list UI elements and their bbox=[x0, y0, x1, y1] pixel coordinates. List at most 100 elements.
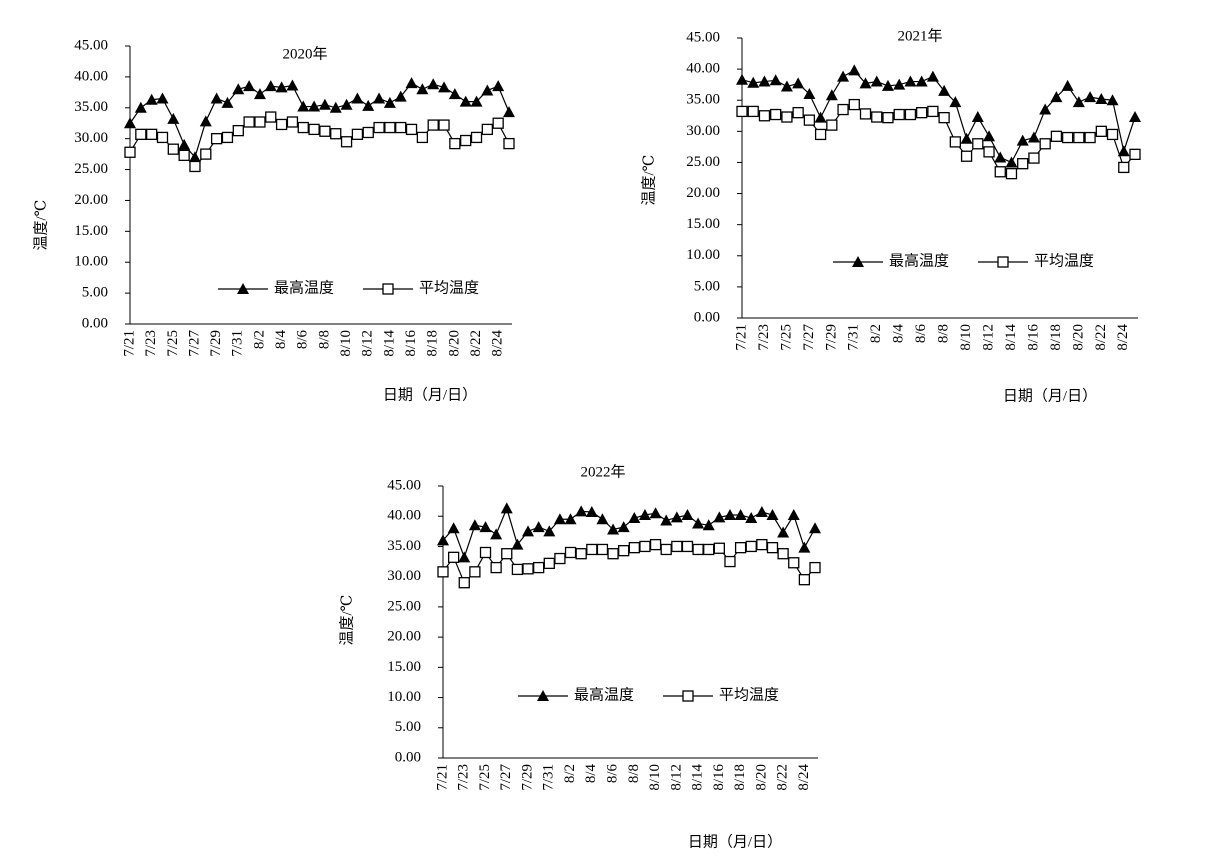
legend-label: 最高温度 bbox=[574, 686, 634, 703]
data-point bbox=[734, 542, 747, 554]
data-point bbox=[881, 79, 894, 91]
x-tick-label: 7/23 bbox=[456, 764, 472, 791]
x-axis-title: 日期（月/日） bbox=[383, 386, 477, 403]
y-axis-title: 温度/℃ bbox=[32, 200, 49, 251]
data-point bbox=[792, 107, 804, 119]
x-tick-label: 8/14 bbox=[1003, 324, 1019, 351]
y-tick-label: 0.00 bbox=[82, 315, 108, 331]
data-point bbox=[758, 110, 771, 122]
data-point bbox=[607, 523, 620, 535]
data-point bbox=[639, 540, 651, 553]
y-tick-label: 10.00 bbox=[387, 689, 421, 705]
x-tick-label: 8/16 bbox=[711, 764, 727, 791]
data-point bbox=[470, 95, 483, 107]
x-tick-label: 8/10 bbox=[338, 330, 354, 357]
y-tick-label: 20.00 bbox=[686, 185, 720, 201]
data-point bbox=[766, 509, 779, 521]
data-point bbox=[468, 519, 481, 531]
x-tick-label: 7/29 bbox=[519, 764, 535, 791]
x-tick-label: 7/27 bbox=[498, 764, 514, 791]
data-point bbox=[983, 146, 995, 158]
data-point bbox=[769, 74, 782, 86]
data-point bbox=[1016, 134, 1029, 146]
data-point bbox=[938, 84, 951, 96]
data-point bbox=[286, 116, 299, 128]
data-point bbox=[199, 115, 212, 127]
data-point bbox=[755, 505, 768, 517]
data-point bbox=[723, 509, 736, 521]
y-tick-label: 30.00 bbox=[74, 130, 108, 146]
data-point bbox=[859, 108, 872, 120]
data-point bbox=[1106, 128, 1119, 141]
data-point bbox=[575, 505, 588, 517]
data-point bbox=[459, 95, 472, 107]
x-tick-label: 7/29 bbox=[823, 324, 839, 351]
y-axis-title: 温度/℃ bbox=[338, 595, 355, 646]
legend-marker bbox=[237, 283, 249, 294]
data-point bbox=[904, 108, 917, 121]
x-tick-label: 8/18 bbox=[1048, 324, 1064, 351]
data-point bbox=[1017, 158, 1029, 170]
data-point bbox=[1027, 131, 1040, 143]
x-tick-label: 8/6 bbox=[604, 764, 620, 784]
data-point bbox=[438, 119, 450, 131]
data-point bbox=[837, 103, 849, 116]
x-tick-label: 8/20 bbox=[446, 330, 462, 357]
x-tick-label: 8/10 bbox=[958, 324, 974, 351]
data-point bbox=[638, 509, 651, 521]
data-point bbox=[1084, 131, 1096, 144]
data-point bbox=[747, 76, 760, 88]
data-point bbox=[1118, 161, 1130, 174]
x-tick-label: 7/21 bbox=[121, 330, 137, 357]
data-point bbox=[724, 555, 736, 568]
data-point bbox=[156, 92, 169, 104]
data-point bbox=[713, 511, 726, 523]
data-point bbox=[543, 557, 555, 570]
data-point bbox=[607, 548, 619, 560]
legend-label: 最高温度 bbox=[274, 279, 334, 296]
data-point bbox=[681, 540, 694, 553]
data-point bbox=[660, 514, 673, 526]
legend-label: 平均温度 bbox=[1034, 252, 1094, 269]
data-point bbox=[780, 80, 793, 92]
data-point bbox=[798, 574, 811, 586]
data-point bbox=[994, 166, 1006, 178]
data-point bbox=[649, 507, 662, 519]
data-point bbox=[915, 75, 928, 87]
data-point bbox=[660, 543, 672, 556]
data-point bbox=[671, 540, 683, 553]
data-point bbox=[500, 502, 513, 514]
y-tick-label: 20.00 bbox=[387, 629, 421, 645]
data-point bbox=[1072, 96, 1085, 108]
data-point bbox=[318, 98, 331, 110]
data-point bbox=[848, 64, 861, 76]
data-point bbox=[232, 83, 245, 95]
legend-label: 平均温度 bbox=[419, 279, 479, 296]
data-point bbox=[394, 90, 407, 102]
data-point bbox=[221, 131, 234, 144]
data-point bbox=[736, 105, 748, 118]
data-point bbox=[904, 75, 917, 87]
data-point bbox=[308, 100, 321, 112]
data-point bbox=[837, 70, 850, 82]
data-point bbox=[825, 89, 838, 101]
data-point bbox=[373, 121, 385, 134]
data-point bbox=[351, 92, 364, 104]
data-point bbox=[221, 96, 234, 108]
x-tick-label: 8/18 bbox=[732, 764, 748, 791]
x-tick-label: 8/24 bbox=[490, 330, 506, 357]
x-tick-label: 8/4 bbox=[583, 764, 599, 784]
data-point bbox=[649, 538, 662, 551]
data-point bbox=[458, 551, 471, 563]
x-axis-title: 日期（月/日） bbox=[688, 833, 782, 850]
x-tick-label: 7/21 bbox=[434, 764, 450, 791]
x-tick-label: 7/23 bbox=[756, 324, 772, 351]
data-point bbox=[814, 111, 827, 123]
data-point bbox=[713, 542, 725, 554]
data-point bbox=[232, 124, 244, 137]
x-tick-label: 7/27 bbox=[186, 330, 202, 357]
y-tick-label: 15.00 bbox=[74, 223, 108, 239]
data-point bbox=[340, 136, 353, 148]
legend-marker bbox=[537, 690, 549, 701]
data-point bbox=[871, 111, 883, 123]
